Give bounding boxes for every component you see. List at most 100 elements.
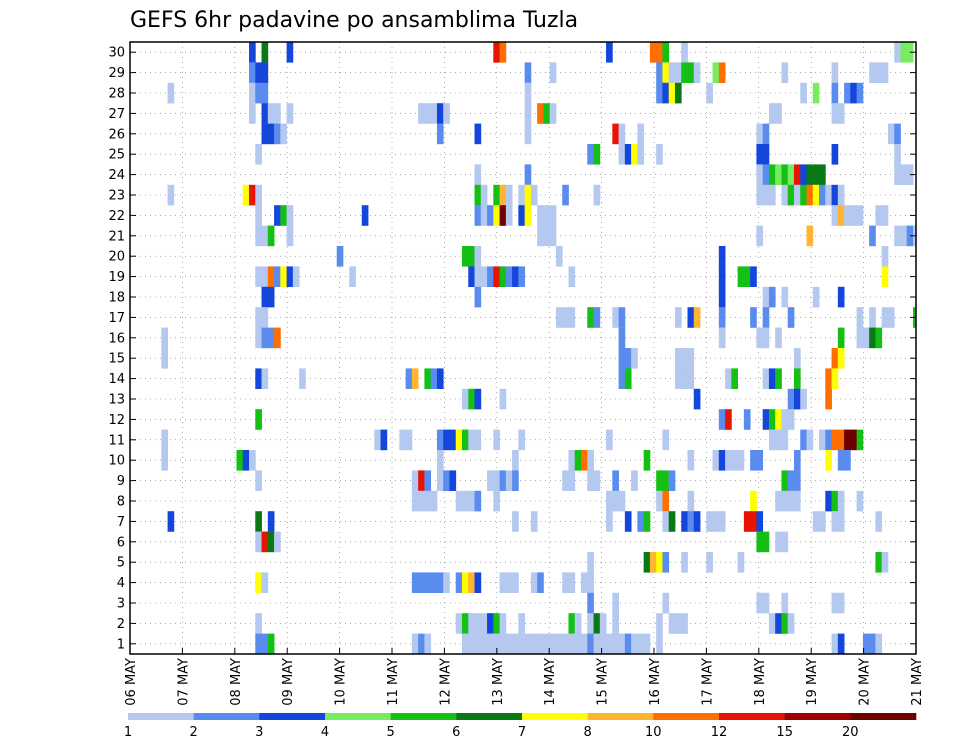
heatmap-cell: [455, 429, 463, 451]
heatmap-cell: [255, 82, 262, 104]
heatmap-cell: [461, 388, 469, 410]
heatmap-cell: [762, 123, 770, 145]
heatmap-cell: [831, 490, 839, 512]
heatmap-cell: [643, 633, 651, 655]
heatmap-cell: [793, 388, 801, 410]
heatmap-cell: [574, 613, 582, 634]
heatmap-cell: [499, 470, 507, 491]
heatmap-cell: [693, 307, 701, 328]
heatmap-cell: [649, 42, 657, 63]
heatmap-cell: [267, 531, 275, 553]
heatmap-cell: [255, 307, 262, 328]
heatmap-cell: [756, 144, 764, 165]
heatmap-cell: [750, 307, 757, 328]
heatmap-cell: [718, 327, 726, 349]
heatmap-cell: [618, 327, 626, 349]
heatmap-cell: [781, 62, 789, 83]
heatmap-cell: [524, 205, 532, 226]
heatmap-cell: [261, 572, 269, 593]
x-tick-label: 21 MAY: [910, 658, 925, 706]
heatmap-cell: [875, 552, 883, 573]
heatmap-cell: [894, 164, 901, 185]
heatmap-cell: [869, 307, 876, 328]
heatmap-cell: [831, 592, 839, 614]
heatmap-cell: [274, 123, 281, 145]
heatmap-cell: [524, 62, 532, 83]
heatmap-cell: [167, 82, 175, 104]
heatmap-cell: [261, 225, 269, 247]
heatmap-cell: [242, 184, 250, 206]
heatmap-cell: [587, 470, 594, 491]
heatmap-cell: [512, 511, 519, 532]
heatmap-cell: [762, 592, 770, 614]
heatmap-cell: [562, 470, 569, 491]
y-tick-label: 17: [108, 311, 125, 326]
heatmap-cell: [819, 511, 826, 532]
heatmap-cell: [894, 42, 901, 63]
heatmap-cell: [762, 368, 770, 389]
heatmap-cell: [443, 470, 450, 491]
heatmap-cell: [574, 633, 582, 655]
heatmap-cell: [474, 490, 482, 512]
heatmap-cell: [474, 286, 482, 308]
heatmap-cell: [411, 470, 419, 491]
heatmap-cell: [443, 572, 450, 593]
colorbar-swatch: [587, 713, 654, 720]
heatmap-cell: [537, 103, 544, 124]
heatmap-cell: [781, 531, 789, 553]
x-tick-label: 08 MAY: [229, 658, 244, 706]
heatmap-cell: [831, 348, 839, 369]
heatmap-cell: [787, 388, 795, 410]
heatmap-cell: [887, 123, 895, 145]
heatmap-cell: [443, 429, 450, 451]
heatmap-cell: [167, 184, 175, 206]
heatmap-cell: [568, 613, 576, 634]
colorbar-swatch: [325, 713, 391, 720]
heatmap-cell: [712, 511, 720, 532]
heatmap-cell: [530, 511, 538, 532]
heatmap-cell: [725, 409, 732, 430]
heatmap-cell: [831, 511, 839, 532]
heatmap-cell: [825, 490, 832, 512]
heatmap-cell: [668, 511, 676, 532]
heatmap-cell: [856, 307, 864, 328]
x-tick-label: 14 MAY: [543, 658, 558, 706]
heatmap-cell: [825, 429, 832, 451]
y-tick-label: 27: [108, 107, 125, 122]
heatmap-cell: [480, 633, 488, 655]
heatmap-cell: [612, 592, 619, 614]
x-tick-label: 15 MAY: [596, 658, 611, 706]
colorbar-label: 12: [711, 725, 728, 740]
heatmap-cell: [875, 205, 883, 226]
heatmap-cell: [787, 164, 795, 185]
heatmap-cell: [718, 246, 726, 267]
heatmap-cell: [775, 531, 782, 553]
heatmap-cell: [812, 184, 820, 206]
heatmap-cell: [837, 450, 845, 471]
heatmap-cell: [480, 266, 488, 287]
heatmap-cell: [712, 450, 720, 471]
heatmap-cell: [255, 409, 262, 430]
heatmap-cell: [568, 266, 576, 287]
heatmap-cell: [474, 266, 482, 287]
heatmap-cell: [474, 123, 482, 145]
plot-frame: [129, 41, 917, 655]
heatmap-cell: [800, 82, 807, 104]
heatmap-cell: [831, 429, 839, 451]
heatmap-cell: [775, 164, 782, 185]
heatmap-cell: [461, 613, 469, 634]
x-tick-label: 12 MAY: [438, 658, 453, 706]
heatmap-cell: [837, 348, 845, 369]
heatmap-cell: [618, 307, 626, 328]
heatmap-cell: [881, 266, 889, 287]
heatmap-cell: [687, 368, 695, 389]
heatmap-cell: [737, 450, 745, 471]
heatmap-cell: [493, 184, 500, 206]
y-tick-label: 6: [117, 535, 125, 550]
heatmap-cell: [793, 470, 801, 491]
heatmap-cell: [499, 42, 507, 63]
heatmap-cell: [643, 450, 651, 471]
heatmap-cell: [850, 429, 858, 451]
heatmap-cell: [436, 123, 444, 145]
heatmap-cell: [606, 511, 613, 532]
